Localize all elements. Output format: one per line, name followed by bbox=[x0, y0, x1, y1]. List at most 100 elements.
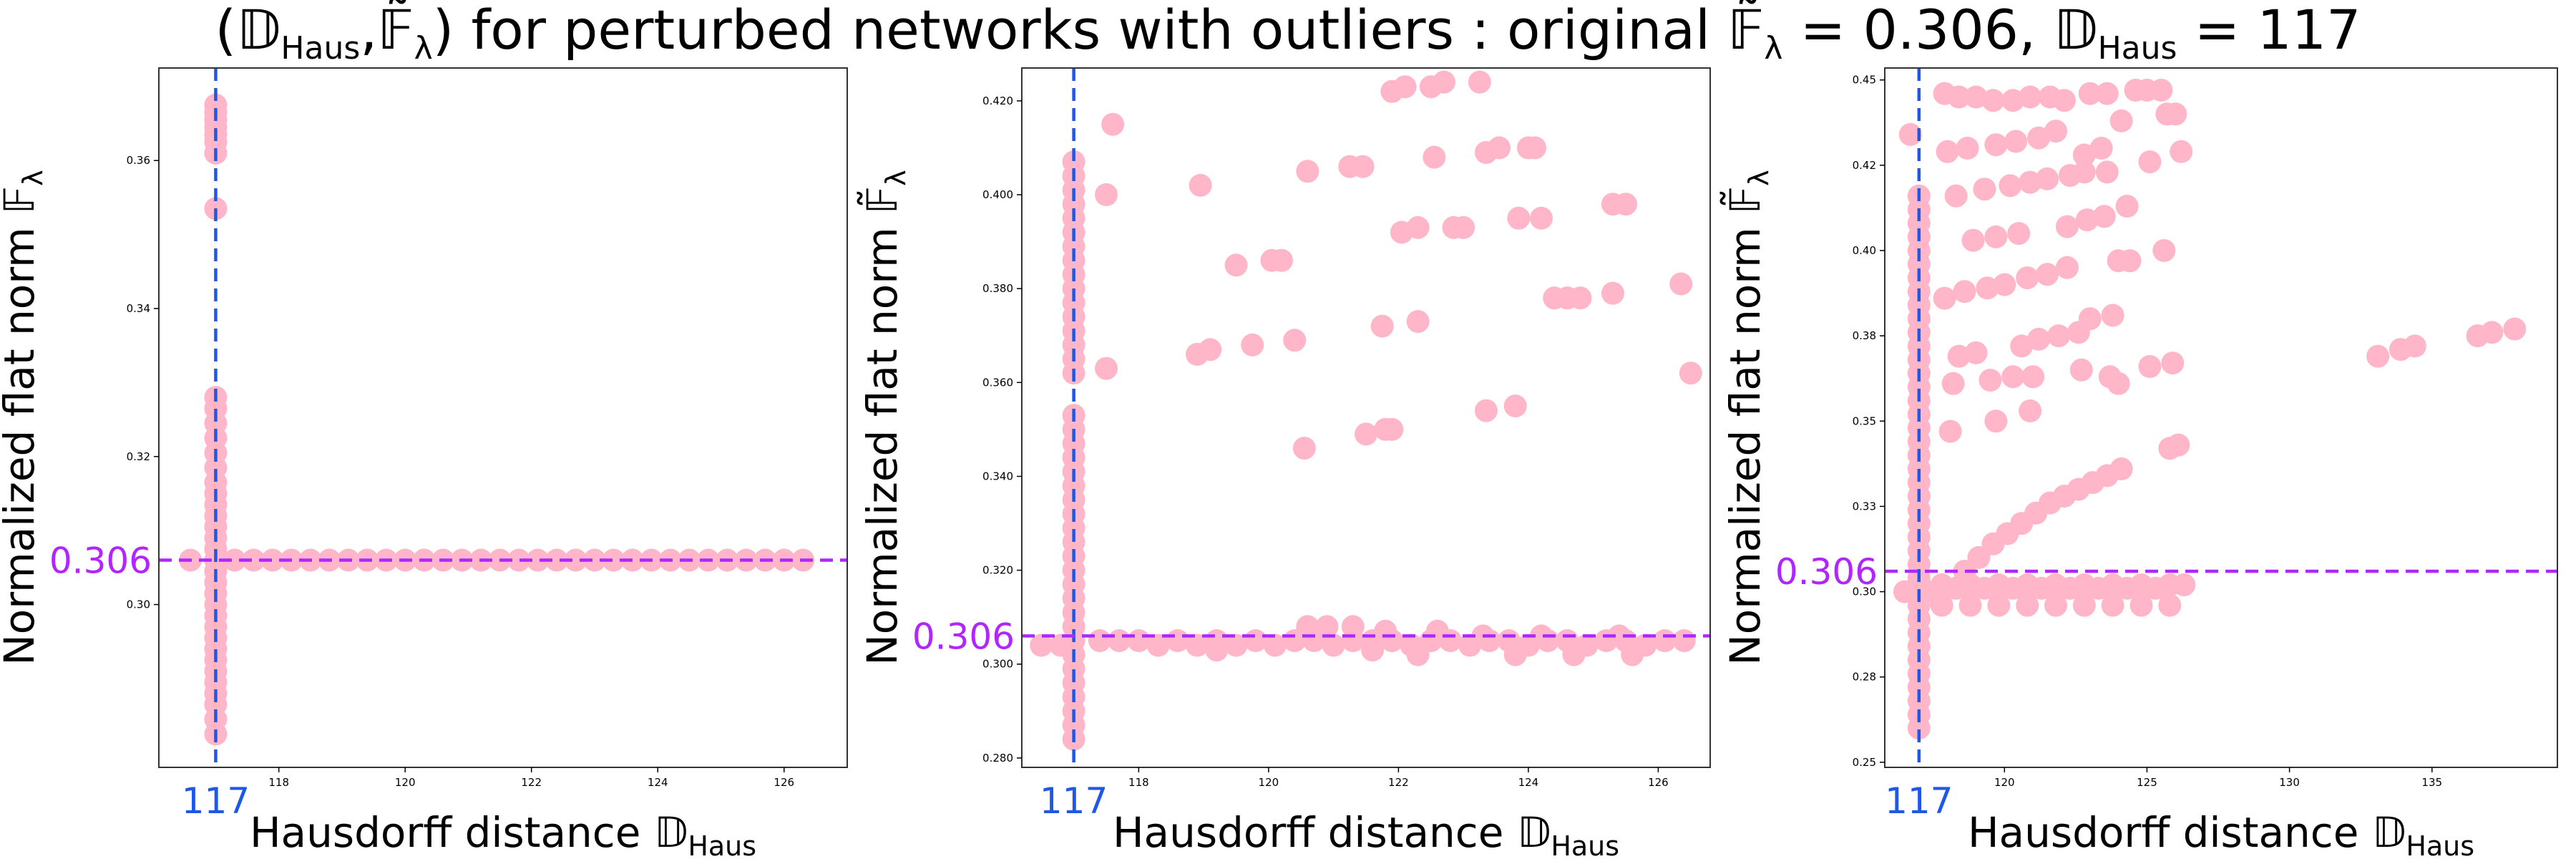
data-point bbox=[1095, 356, 1118, 380]
reference-x-label: 117 bbox=[1040, 780, 1108, 822]
y-tick-label: 0.28 bbox=[1853, 671, 1876, 684]
data-point bbox=[1341, 615, 1365, 639]
x-tick-label: 126 bbox=[774, 776, 794, 789]
data-points bbox=[179, 93, 815, 746]
data-point bbox=[2001, 89, 2025, 112]
data-point bbox=[2055, 215, 2079, 238]
data-point bbox=[1488, 136, 1511, 160]
data-point bbox=[2170, 140, 2193, 163]
x-tick-label: 124 bbox=[1518, 776, 1539, 789]
data-point bbox=[1244, 629, 1267, 652]
data-point bbox=[2001, 365, 2025, 389]
data-point bbox=[223, 548, 246, 572]
data-point bbox=[1936, 140, 1959, 163]
data-point bbox=[1374, 619, 1397, 643]
data-points bbox=[1030, 70, 1702, 751]
data-point bbox=[1973, 178, 1996, 201]
data-point bbox=[2503, 317, 2527, 341]
data-point bbox=[1292, 437, 1316, 460]
data-point bbox=[2118, 249, 2142, 273]
x-axis-label: Hausdorff distance 𝔻Haus bbox=[250, 808, 756, 859]
data-point bbox=[2036, 167, 2059, 190]
data-point bbox=[2101, 304, 2124, 327]
data-point bbox=[2072, 160, 2096, 184]
data-point bbox=[526, 548, 550, 572]
data-point bbox=[583, 548, 606, 572]
data-point bbox=[1907, 717, 1931, 740]
y-tick-label: 0.280 bbox=[982, 752, 1013, 765]
x-tick-label: 120 bbox=[395, 776, 416, 789]
data-point bbox=[1601, 281, 1624, 305]
data-point bbox=[564, 548, 587, 572]
data-point bbox=[2004, 130, 2028, 153]
data-point bbox=[2016, 593, 2039, 617]
data-point bbox=[2152, 239, 2176, 262]
data-point bbox=[1101, 112, 1125, 136]
data-point bbox=[2019, 399, 2042, 422]
data-point bbox=[1568, 286, 1592, 310]
data-point bbox=[2052, 89, 2076, 112]
data-point bbox=[1503, 394, 1527, 418]
x-tick-label: 125 bbox=[2137, 776, 2157, 789]
data-point bbox=[2069, 358, 2093, 382]
reference-y-label: 0.306 bbox=[1775, 551, 1878, 593]
data-point bbox=[2109, 457, 2133, 480]
data-point bbox=[1964, 85, 1988, 109]
x-tick-label: 120 bbox=[1259, 776, 1279, 789]
data-point bbox=[2019, 85, 2042, 109]
data-point bbox=[2101, 593, 2124, 617]
subplot-1: 118 120 122 124 126 0.30 0.32 0.34 0.36 117 0.306 H… bbox=[0, 67, 848, 859]
data-point bbox=[1679, 361, 1702, 385]
data-point bbox=[1199, 338, 1222, 361]
y-axis-label: Normalized flat norm 𝔽̃λ bbox=[1719, 170, 1775, 665]
data-point bbox=[1146, 634, 1170, 657]
data-point bbox=[1967, 545, 1991, 569]
data-point bbox=[2095, 160, 2119, 184]
reference-x-label: 117 bbox=[1885, 780, 1953, 822]
data-point bbox=[2366, 344, 2390, 368]
data-point bbox=[1263, 634, 1287, 657]
reference-y-label: 0.306 bbox=[49, 540, 152, 582]
data-point bbox=[1976, 276, 1999, 300]
y-tick-label: 0.30 bbox=[1853, 586, 1876, 598]
data-point bbox=[1224, 634, 1248, 657]
data-point bbox=[545, 548, 568, 572]
data-point bbox=[2044, 120, 2067, 143]
y-tick-label: 0.380 bbox=[982, 282, 1013, 295]
data-point bbox=[1406, 215, 1430, 239]
x-tick-label: 126 bbox=[1648, 776, 1669, 789]
y-tick-label: 0.38 bbox=[1853, 329, 1876, 342]
x-axis-label: Hausdorff distance 𝔻Haus bbox=[1968, 808, 2474, 859]
data-point bbox=[2075, 208, 2099, 232]
y-tick-label: 0.32 bbox=[127, 450, 150, 463]
y-tick-label: 0.400 bbox=[982, 188, 1013, 201]
data-point bbox=[2092, 205, 2116, 228]
data-point bbox=[1562, 643, 1586, 666]
data-point bbox=[1614, 193, 1637, 216]
data-point bbox=[1893, 580, 1916, 603]
data-point bbox=[1958, 593, 1982, 617]
data-point bbox=[1355, 422, 1377, 446]
data-point bbox=[2036, 263, 2059, 286]
data-point bbox=[1241, 333, 1264, 356]
subplot-2: 118 120 122 124 126 0.280 0.300 0.320 0.340 0.360… bbox=[856, 67, 1711, 859]
data-point bbox=[2167, 433, 2190, 457]
data-point bbox=[1607, 624, 1631, 648]
data-point bbox=[1361, 639, 1385, 662]
data-point bbox=[1984, 409, 2008, 433]
data-point bbox=[2072, 593, 2096, 617]
data-point bbox=[1507, 206, 1531, 230]
data-point bbox=[1315, 615, 1339, 639]
data-point bbox=[1351, 155, 1375, 178]
data-point bbox=[242, 548, 265, 572]
data-point bbox=[2403, 334, 2426, 358]
data-point bbox=[1503, 643, 1527, 666]
y-tick-label: 0.420 bbox=[982, 94, 1013, 107]
data-point bbox=[1999, 174, 2022, 198]
data-point bbox=[2129, 593, 2153, 617]
data-point bbox=[1406, 643, 1430, 666]
y-tick-label: 0.34 bbox=[127, 302, 150, 315]
data-point bbox=[1984, 225, 2008, 248]
data-point bbox=[1621, 643, 1644, 666]
